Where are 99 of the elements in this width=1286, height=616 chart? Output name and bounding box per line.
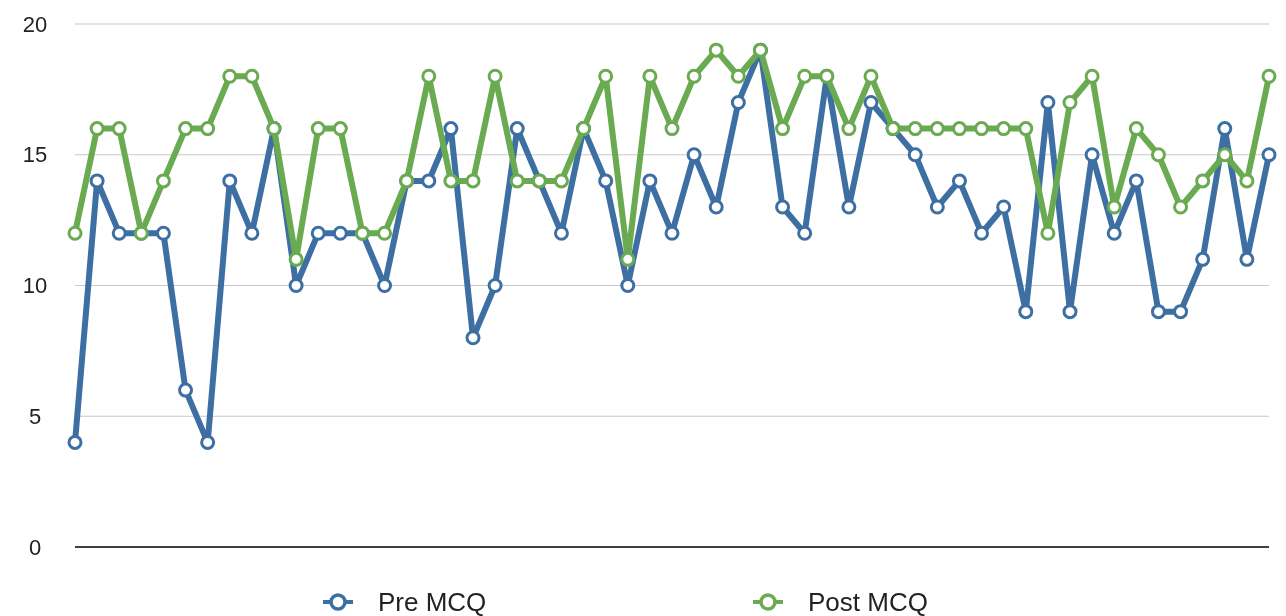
point (797, 68, 813, 84)
point (1128, 121, 1144, 137)
point (974, 121, 990, 137)
point (1150, 304, 1166, 320)
point (598, 173, 614, 189)
point (200, 121, 216, 137)
legend-label: Pre MCQ (378, 587, 487, 616)
point (775, 121, 791, 137)
point (487, 68, 503, 84)
point (929, 199, 945, 215)
point (332, 225, 348, 241)
point (178, 382, 194, 398)
point (487, 278, 503, 293)
point (620, 251, 636, 267)
point (863, 94, 879, 110)
point (1217, 121, 1233, 137)
point (509, 173, 525, 189)
point (200, 434, 216, 450)
point (310, 121, 326, 137)
point (1106, 225, 1122, 241)
point (244, 68, 260, 84)
point (89, 121, 105, 137)
point (465, 330, 481, 346)
point (951, 121, 967, 137)
point (907, 121, 923, 137)
point (951, 173, 967, 189)
y-tick-label: 20 (22, 11, 48, 37)
point (863, 68, 879, 84)
point (553, 225, 569, 241)
point (222, 68, 238, 84)
point (1128, 173, 1144, 189)
point (1084, 68, 1100, 84)
point (1261, 147, 1277, 163)
point (1084, 147, 1100, 163)
point (222, 173, 238, 189)
point (1239, 251, 1255, 267)
point (996, 121, 1012, 137)
point (1195, 173, 1211, 189)
point (1018, 121, 1034, 137)
point (841, 199, 857, 215)
point (421, 173, 437, 189)
point (1239, 173, 1255, 189)
point (642, 173, 658, 189)
point (708, 199, 724, 215)
point (421, 68, 437, 84)
point (332, 121, 348, 137)
point (907, 147, 923, 163)
point (1173, 199, 1189, 215)
point (620, 278, 636, 293)
point (443, 173, 459, 189)
legend-label: Post MCQ (808, 587, 928, 616)
point (155, 173, 171, 189)
point (155, 225, 171, 241)
point (996, 199, 1012, 215)
point (244, 225, 260, 241)
point (730, 94, 746, 110)
point (1018, 304, 1034, 320)
point (443, 121, 459, 137)
point (1173, 304, 1189, 320)
point (1195, 251, 1211, 267)
point (1040, 94, 1056, 110)
point (1217, 147, 1233, 163)
point (1040, 225, 1056, 241)
y-tick-label: 5 (28, 403, 42, 429)
point (67, 225, 83, 241)
point (974, 225, 990, 241)
point (841, 121, 857, 137)
point (553, 173, 569, 189)
point (67, 434, 83, 450)
point (111, 225, 127, 241)
point (377, 225, 393, 241)
point (1150, 147, 1166, 163)
point (664, 225, 680, 241)
point (686, 68, 702, 84)
point (89, 173, 105, 189)
point (288, 278, 304, 293)
point (664, 121, 680, 137)
y-tick-label: 0 (28, 534, 42, 560)
point (642, 68, 658, 84)
y-tick-label: 10 (22, 273, 48, 299)
point (111, 121, 127, 137)
point (775, 199, 791, 215)
point (509, 121, 525, 137)
point (1062, 94, 1078, 110)
point (465, 173, 481, 189)
point (686, 147, 702, 163)
point (797, 225, 813, 241)
point (288, 251, 304, 267)
point (708, 42, 724, 58)
point (1062, 304, 1078, 320)
point (730, 68, 746, 84)
point (310, 225, 326, 241)
point (929, 121, 945, 137)
point (377, 278, 393, 293)
y-tick-label: 15 (22, 142, 48, 168)
point (1106, 199, 1122, 215)
point (178, 121, 194, 137)
point (598, 68, 614, 84)
point (1261, 68, 1277, 84)
